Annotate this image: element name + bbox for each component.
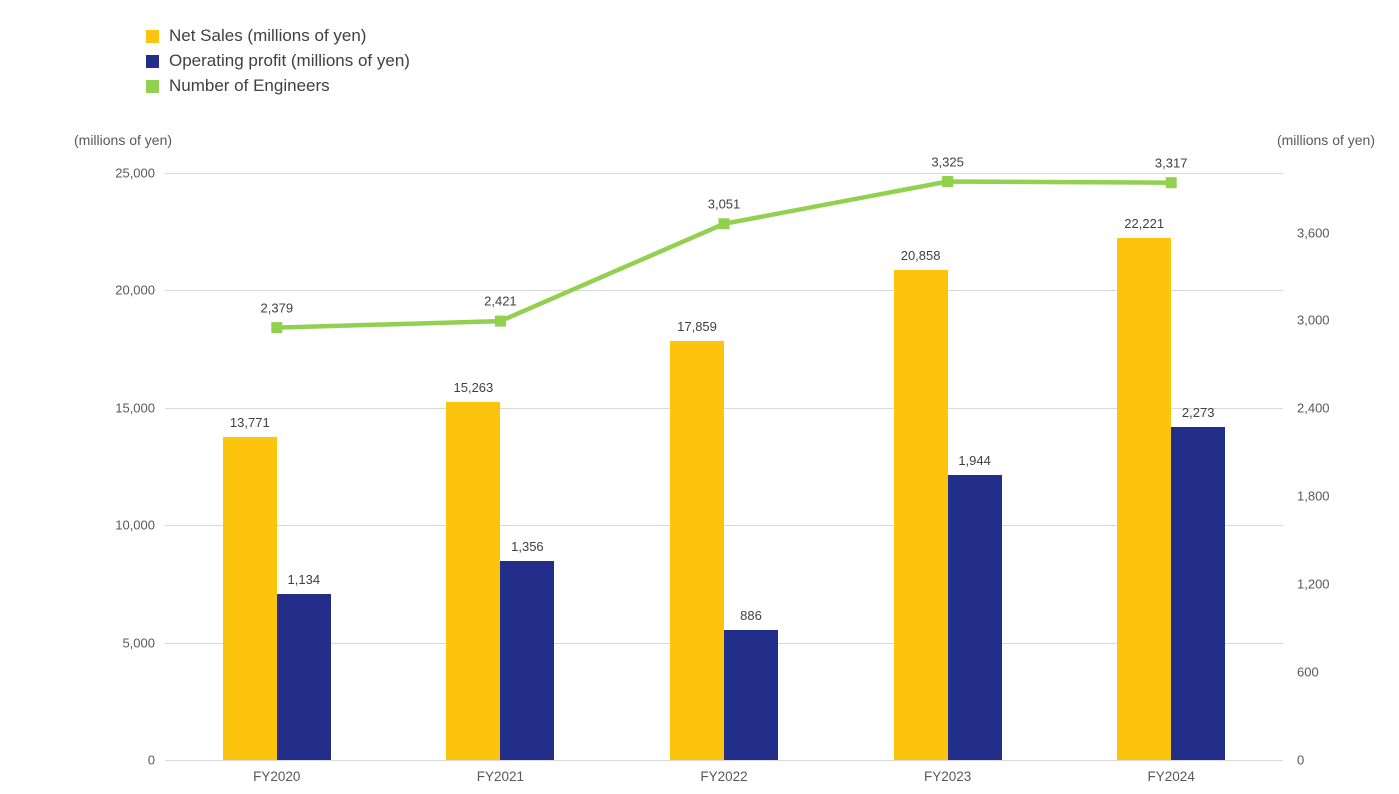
right-axis-tick: 600: [1297, 664, 1319, 680]
legend-label-net-sales: Net Sales (millions of yen): [169, 26, 367, 45]
right-axis-tick: 0: [1297, 752, 1305, 768]
left-axis-tick: 10,000: [115, 517, 155, 533]
left-axis-tick: 0: [147, 752, 155, 768]
left-axis-title: (millions of yen): [74, 132, 173, 148]
legend: Net Sales (millions of yen) Operating pr…: [146, 26, 410, 96]
right-axis-tick: 3,600: [1297, 225, 1330, 240]
left-axis-tick: 20,000: [115, 282, 155, 298]
net-sales-bar: [893, 270, 948, 760]
left-axis-tick: 15,000: [115, 400, 155, 416]
right-axis-tick: 1,800: [1297, 488, 1330, 504]
x-axis-label: FY2023: [923, 769, 972, 784]
net-sales-bar-value-label: 17,859: [677, 318, 717, 334]
engineers-value-label: 2,379: [260, 300, 294, 316]
operating-profit-bar-value-label: 1,356: [511, 539, 544, 555]
right-axis-tick: 3,000: [1297, 312, 1330, 328]
gridline: [165, 407, 1283, 409]
legend-item-net-sales: Net Sales (millions of yen): [146, 26, 410, 46]
right-axis-tick: 1,200: [1297, 576, 1330, 592]
gridline: [165, 173, 1283, 174]
operating-profit-bar-value-label: 1,944: [958, 453, 991, 469]
x-axis-label: FY2022: [700, 769, 748, 784]
engineers-marker-icon: [718, 218, 730, 230]
operating-profit-bar-value-label: 2,273: [1181, 404, 1215, 420]
legend-item-operating-profit: Operating profit (millions of yen): [146, 51, 410, 71]
right-axis-tick: 2,400: [1297, 400, 1330, 416]
net-sales-bar-value-label: 15,263: [453, 379, 494, 395]
net-sales-bar-value-label: 20,858: [900, 248, 941, 264]
engineers-value-label: 3,317: [1154, 155, 1188, 171]
engineers-value-label: 3,051: [707, 196, 741, 212]
engineers-line: [271, 176, 1177, 334]
net-sales-bar-value-label: 13,771: [229, 414, 270, 430]
x-axis-label: FY2024: [1147, 769, 1195, 784]
operating-profit-bar: [724, 630, 778, 760]
net-sales-bar: [446, 401, 501, 760]
gridline: [165, 290, 1283, 292]
net-sales-bar: [670, 340, 724, 760]
left-axis-tick: 25,000: [115, 165, 155, 181]
legend-label-engineers: Number of Engineers: [169, 76, 330, 95]
engineers-marker-icon: [1165, 177, 1177, 189]
engineers-swatch-icon: [146, 79, 159, 93]
engineers-marker-icon: [494, 315, 506, 327]
right-axis-title: (millions of yen): [1276, 132, 1375, 148]
operating-profit-bar-value-label: 1,134: [287, 571, 321, 587]
engineers-value-label: 2,421: [484, 293, 517, 309]
net-sales-bar: [1117, 238, 1172, 760]
x-axis-label: FY2020: [253, 769, 301, 784]
operating-profit-bar: [500, 561, 555, 760]
operating-profit-bar-value-label: 886: [740, 608, 762, 624]
operating-profit-bar: [276, 593, 331, 760]
operating-profit-bar: [947, 475, 1002, 760]
legend-label-operating-profit: Operating profit (millions of yen): [169, 51, 410, 70]
net-sales-swatch-icon: [146, 29, 159, 43]
net-sales-bar: [222, 436, 277, 760]
engineers-marker-icon: [271, 322, 283, 334]
engineers-value-label: 3,325: [931, 154, 964, 169]
legend-item-engineers: Number of Engineers: [146, 76, 410, 96]
plot-area: 0 5,000 10,000 15,000 20,000 25,000 0 600 1,200 1…: [115, 154, 1329, 784]
gridline: [165, 760, 1283, 761]
x-axis-label: FY2021: [476, 769, 525, 784]
operating-profit-swatch-icon: [146, 54, 159, 68]
gridline: [165, 525, 1283, 527]
left-axis-tick: 5,000: [122, 635, 155, 651]
net-sales-bar-value-label: 22,221: [1124, 216, 1165, 232]
engineers-marker-icon: [942, 176, 954, 187]
operating-profit-bar: [1171, 426, 1226, 760]
